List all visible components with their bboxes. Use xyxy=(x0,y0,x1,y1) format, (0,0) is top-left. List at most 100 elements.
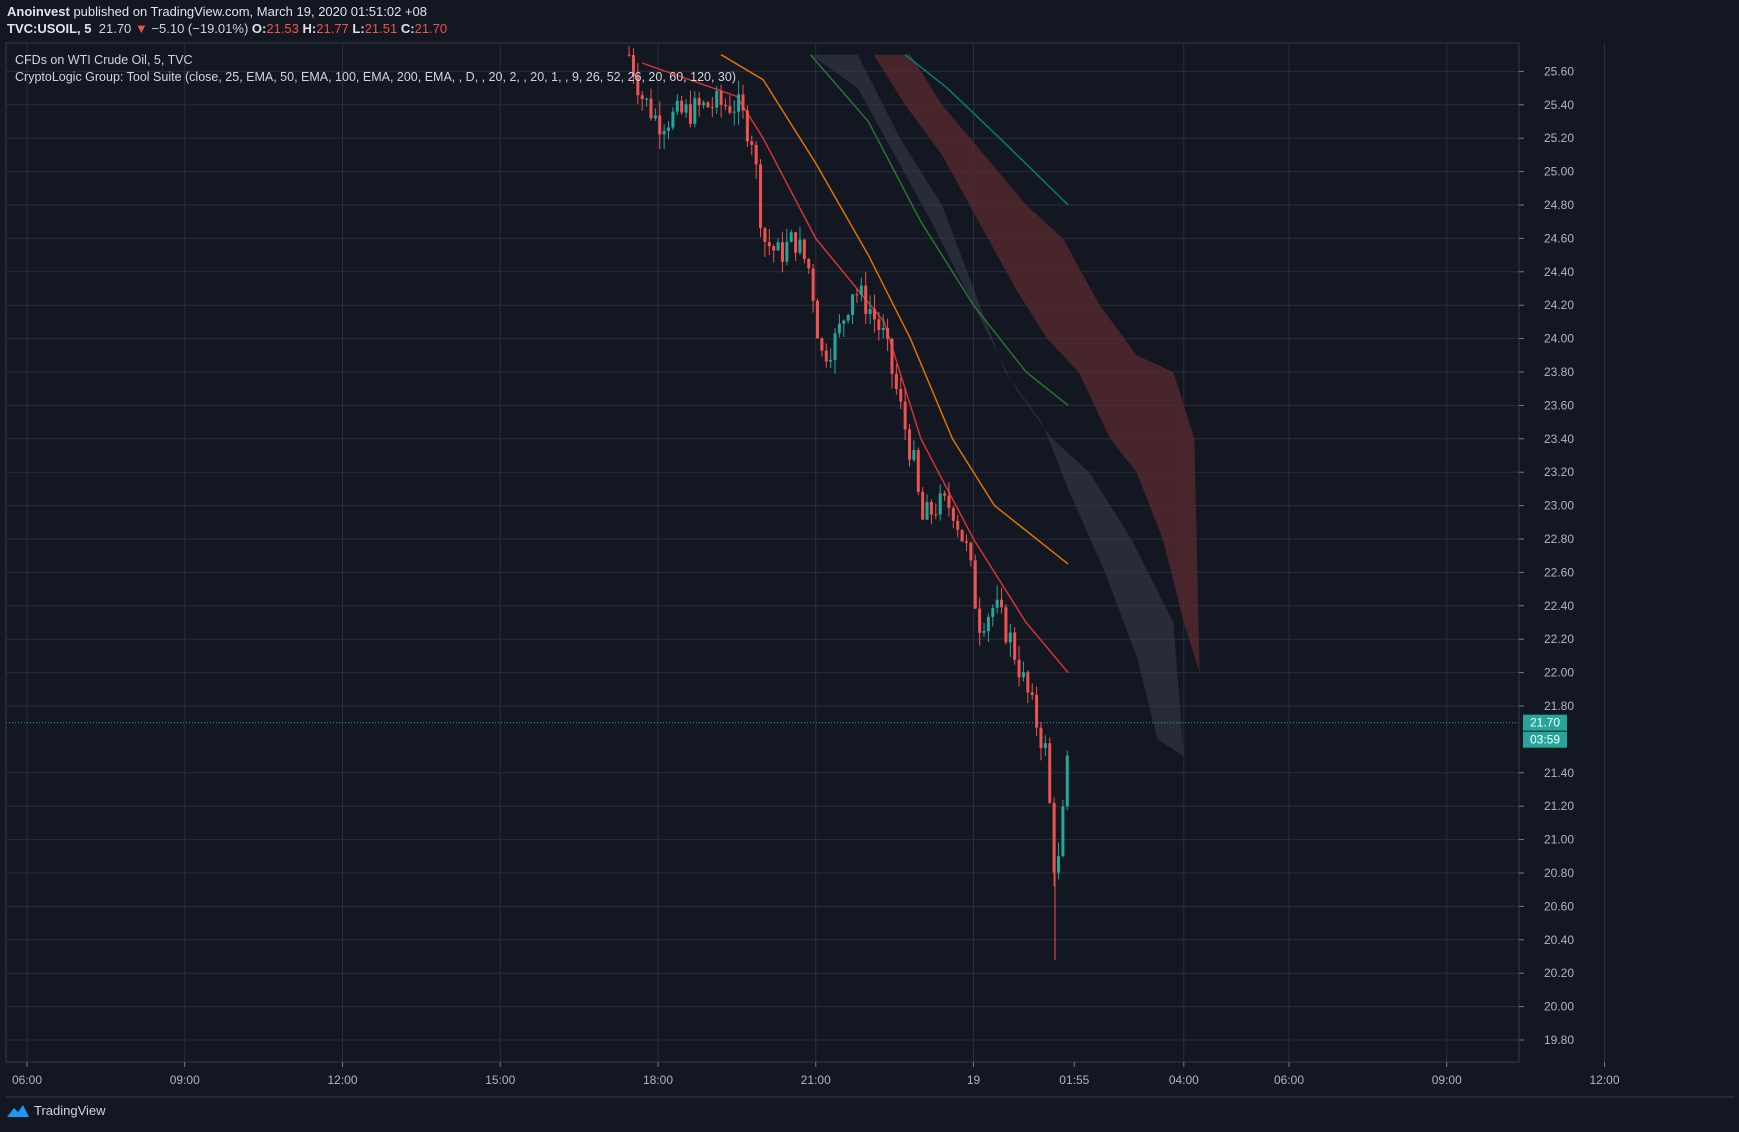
price-axis[interactable]: 25.60 25.40 25.20 25.00 24.80 24.60 24.40 24.20… xyxy=(1519,64,1574,1047)
candle-body[interactable] xyxy=(1052,802,1056,873)
candle-body[interactable] xyxy=(737,94,741,112)
candle-body[interactable] xyxy=(908,429,912,460)
legend-indicator[interactable]: CryptoLogic Group: Tool Suite (close, 25… xyxy=(15,70,736,84)
candle-body[interactable] xyxy=(649,98,653,119)
candle-body[interactable] xyxy=(1013,632,1017,660)
candle-body[interactable] xyxy=(763,228,767,243)
candle-body[interactable] xyxy=(894,373,898,389)
candle-body[interactable] xyxy=(680,100,684,113)
candle-body[interactable] xyxy=(780,242,784,262)
candle-body[interactable] xyxy=(693,98,697,124)
candle-body[interactable] xyxy=(745,110,749,142)
author-name[interactable]: Anoinvest xyxy=(7,4,70,19)
candle-body[interactable] xyxy=(1026,672,1030,693)
candle-body[interactable] xyxy=(1061,806,1065,857)
candle-body[interactable] xyxy=(903,401,907,430)
candle-body[interactable] xyxy=(824,350,828,362)
candle-body[interactable] xyxy=(688,104,692,124)
candle-body[interactable] xyxy=(868,308,872,314)
candle-body[interactable] xyxy=(1008,632,1012,643)
candle-body[interactable] xyxy=(943,493,947,496)
candle-body[interactable] xyxy=(925,501,929,520)
candle-body[interactable] xyxy=(829,359,833,362)
candle-body[interactable] xyxy=(886,328,890,339)
candle-body[interactable] xyxy=(1048,743,1052,803)
candle-body[interactable] xyxy=(631,54,635,77)
candle-body[interactable] xyxy=(802,239,806,259)
candle-body[interactable] xyxy=(640,95,644,100)
candle-body[interactable] xyxy=(1004,607,1008,643)
candle-body[interactable] xyxy=(851,294,855,315)
candle-body[interactable] xyxy=(767,242,771,247)
tradingview-brand[interactable]: TradingView xyxy=(6,1102,106,1118)
candle-body[interactable] xyxy=(636,76,640,96)
candle-body[interactable] xyxy=(697,98,701,106)
candle-body[interactable] xyxy=(890,338,894,374)
candle-body[interactable] xyxy=(986,616,990,632)
candle-body[interactable] xyxy=(728,106,732,113)
candle-body[interactable] xyxy=(776,242,780,251)
candle-body[interactable] xyxy=(899,388,903,402)
candle-body[interactable] xyxy=(837,323,841,334)
candle-body[interactable] xyxy=(872,308,876,320)
candle-body[interactable] xyxy=(1000,599,1004,608)
candle-body[interactable] xyxy=(842,320,846,324)
candle-body[interactable] xyxy=(750,141,754,145)
candle-body[interactable] xyxy=(1065,755,1069,807)
candle-body[interactable] xyxy=(772,246,776,251)
candle-body[interactable] xyxy=(811,268,815,301)
candle-body[interactable] xyxy=(667,127,671,131)
candle-body[interactable] xyxy=(960,529,964,542)
candle-body[interactable] xyxy=(627,54,631,56)
candle-body[interactable] xyxy=(658,115,662,135)
candle-body[interactable] xyxy=(991,607,995,617)
candle-body[interactable] xyxy=(877,319,881,331)
candle-body[interactable] xyxy=(1017,659,1021,678)
candle-body[interactable] xyxy=(833,333,837,360)
candle-body[interactable] xyxy=(1039,727,1043,748)
candle-body[interactable] xyxy=(921,491,925,520)
candle-body[interactable] xyxy=(855,294,859,296)
candle-body[interactable] xyxy=(653,115,657,119)
candle-body[interactable] xyxy=(973,560,977,609)
candle-body[interactable] xyxy=(719,91,723,105)
candle-body[interactable] xyxy=(702,102,706,106)
candle-body[interactable] xyxy=(794,232,798,253)
candle-body[interactable] xyxy=(732,111,736,113)
candle-body[interactable] xyxy=(934,514,938,516)
candle-body[interactable] xyxy=(759,164,763,229)
candle-body[interactable] xyxy=(1021,672,1025,678)
candle-body[interactable] xyxy=(951,508,955,521)
candle-body[interactable] xyxy=(938,493,942,515)
candle-body[interactable] xyxy=(754,144,758,165)
candle-body[interactable] xyxy=(789,232,793,242)
legend-title[interactable]: CFDs on WTI Crude Oil, 5, TVC xyxy=(15,53,193,67)
candle-body[interactable] xyxy=(956,520,960,530)
candle-body[interactable] xyxy=(859,285,863,295)
candle-body[interactable] xyxy=(715,91,719,108)
candle-body[interactable] xyxy=(807,258,811,269)
candle-body[interactable] xyxy=(916,450,920,492)
candle-body[interactable] xyxy=(710,107,714,109)
candle-body[interactable] xyxy=(741,94,745,111)
candle-body[interactable] xyxy=(662,130,666,135)
candle-body[interactable] xyxy=(947,495,951,509)
candle-body[interactable] xyxy=(969,542,973,561)
candle-body[interactable] xyxy=(1043,743,1047,748)
candle-body[interactable] xyxy=(978,608,982,633)
candle-body[interactable] xyxy=(964,541,968,543)
candle-body[interactable] xyxy=(995,599,999,608)
candle-body[interactable] xyxy=(929,501,933,515)
candlesticks[interactable] xyxy=(6,46,1519,960)
candle-body[interactable] xyxy=(816,300,820,339)
candle-body[interactable] xyxy=(645,98,649,100)
time-axis[interactable]: 06:00 09:00 12:00 15:00 18:00 21:00 19 01:55 04:… xyxy=(12,1062,1620,1087)
candle-body[interactable] xyxy=(1030,692,1034,695)
candle-body[interactable] xyxy=(864,285,868,314)
candle-body[interactable] xyxy=(706,102,710,108)
candle-body[interactable] xyxy=(675,100,679,112)
candle-body[interactable] xyxy=(846,314,850,321)
candle-body[interactable] xyxy=(912,450,916,460)
candle-body[interactable] xyxy=(798,239,802,253)
